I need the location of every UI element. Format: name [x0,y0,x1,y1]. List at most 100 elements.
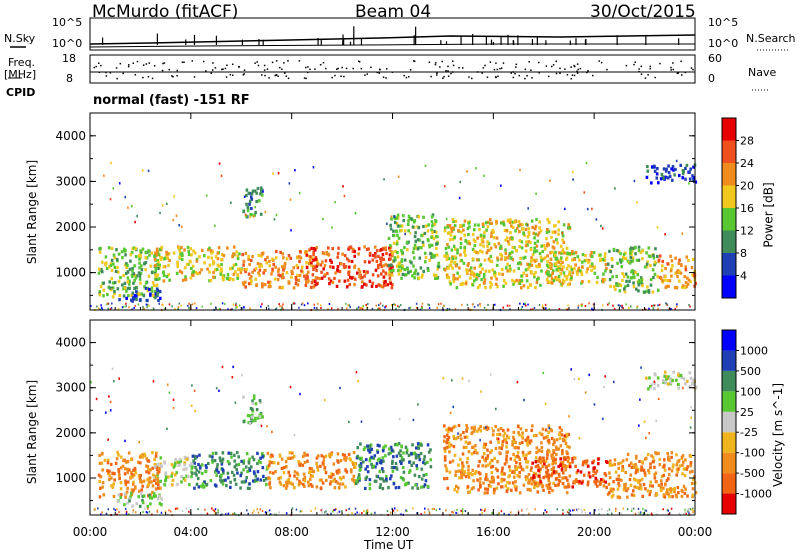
heatmap-cell [146,485,149,489]
heatmap-cell [205,466,208,470]
heatmap-cell [195,257,199,262]
heatmap-cell [462,261,466,265]
heatmap-cell [560,267,563,272]
heatmap-cell [552,466,555,470]
ground-scatter [256,508,259,511]
heatmap-cell [159,463,163,468]
heatmap-cell [411,250,415,254]
heatmap-cell [562,265,565,269]
heatmap-cell [140,264,143,268]
heatmap-cell [229,485,232,489]
ground-scatter [362,305,365,308]
nsearch-line [89,43,695,48]
heatmap-cell [160,503,163,507]
ground-scatter [522,303,525,306]
heatmap-cell [670,167,673,171]
freq-mark [142,76,144,79]
heatmap-cell [667,473,671,477]
heatmap-cell [130,470,133,475]
heatmap-cell [566,455,570,460]
heatmap-cell [530,476,533,481]
heatmap-cell [200,268,203,272]
heatmap-cell [350,276,354,280]
ground-scatter [253,509,255,512]
ground-scatter [392,509,395,512]
heatmap-cell [453,236,456,240]
heatmap-cell [244,251,248,255]
ground-scatter [313,303,316,306]
heatmap-cell [192,459,195,463]
heatmap-cell [214,469,217,474]
ground-scatter [366,509,369,512]
heatmap-cell [373,454,377,458]
heatmap-cell [159,257,163,262]
heatmap-cell [683,473,687,478]
heatmap-cell [493,270,496,274]
heatmap-cell [321,260,324,264]
heatmap-cell [226,459,230,464]
heatmap-cell [422,460,425,465]
heatmap-cell [566,478,569,482]
heatmap-cell [489,450,492,455]
heatmap-cell [232,473,236,477]
heatmap-cell [536,233,540,237]
heatmap-cell [226,273,230,277]
heatmap-cell [492,476,495,480]
ground-scatter [328,303,331,306]
heatmap-cell [641,460,644,464]
heatmap-cell [178,269,182,273]
heatmap-cell [674,256,677,260]
ground-scatter [524,302,526,305]
heatmap-cell [166,256,169,260]
heatmap-cell [478,249,482,253]
heatmap-cell [221,467,224,471]
heatmap-cell [123,472,127,476]
heatmap-cell [156,263,159,267]
heatmap-cell [561,281,565,285]
sparse-scatter [355,371,358,374]
heatmap-cell [385,477,388,481]
freq-mark [231,63,234,66]
ground-scatter [428,304,430,307]
ground-scatter [607,303,609,306]
heatmap-cell [576,255,580,259]
heatmap-cell [451,459,455,463]
heatmap-cell [430,228,433,232]
heatmap-cell [353,465,357,469]
heatmap-cell [547,483,551,487]
ground-scatter [279,305,281,308]
heatmap-cell [488,218,492,222]
heatmap-cell [251,479,255,483]
heatmap-cell [133,273,137,278]
ground-scatter [324,511,326,514]
heatmap-cell [520,278,523,282]
heatmap-cell [351,460,355,465]
heatmap-cell [614,287,617,292]
ground-scatter [620,512,623,515]
heatmap-cell [631,489,635,493]
heatmap-cell [513,245,516,250]
freq-mark [221,68,223,71]
heatmap-cell [381,252,385,257]
heatmap-cell [257,271,260,275]
heatmap-cell [535,450,538,455]
heatmap-cell [648,384,652,389]
heatmap-cell [675,463,679,467]
heatmap-cell [261,455,264,459]
heatmap-cell [512,435,515,439]
heatmap-cell [129,491,133,495]
heatmap-cell [528,488,532,492]
sparse-scatter [689,426,692,429]
heatmap-cell [124,479,127,483]
heatmap-cell [515,278,518,283]
heatmap-cell [198,453,201,457]
heatmap-cell [297,460,300,464]
heatmap-cell [138,476,142,481]
heatmap-cell [344,485,347,489]
sparse-scatter [588,373,591,377]
heatmap-cell [384,271,388,275]
heatmap-cell [405,451,409,455]
heatmap-cell [456,248,459,252]
heatmap-cell [336,251,340,256]
heatmap-cell [391,265,394,269]
